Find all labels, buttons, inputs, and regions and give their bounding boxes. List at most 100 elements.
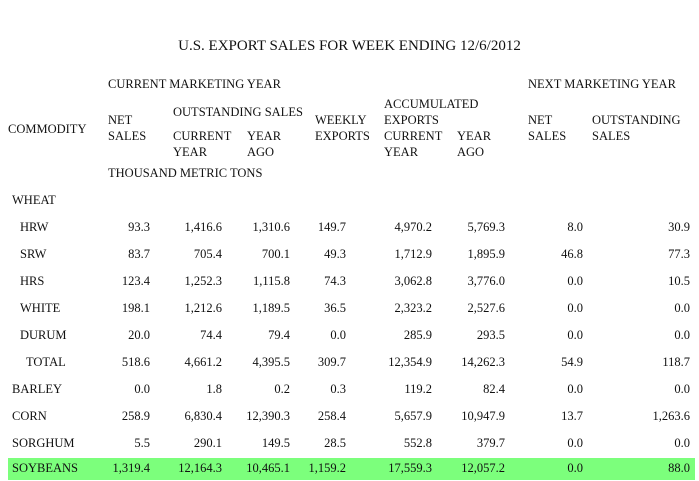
cell-white-5: 2,527.6 xyxy=(467,301,506,315)
cell-durum-5: 293.5 xyxy=(476,328,505,342)
cell-white-7: 0.0 xyxy=(674,301,690,315)
cell-barley-2: 0.2 xyxy=(274,382,290,396)
cell-hrw-7: 30.9 xyxy=(668,220,690,234)
next-outstanding-sales-header-line2: SALES xyxy=(592,129,631,143)
row-label-corn: CORN xyxy=(12,409,47,423)
cell-durum-2: 79.4 xyxy=(268,328,290,342)
cell-white-0: 198.1 xyxy=(121,301,150,315)
cell-srw-5: 1,895.9 xyxy=(467,247,506,261)
cell-soybeans-0: 1,319.4 xyxy=(112,461,151,475)
outstanding-sales-header: OUTSTANDING SALES xyxy=(173,105,303,119)
next-outstanding-sales-header-line1: OUTSTANDING xyxy=(592,113,681,127)
cell-corn-4: 5,657.9 xyxy=(394,409,433,423)
cell-total-1: 4,661.2 xyxy=(184,355,223,369)
cell-srw-3: 49.3 xyxy=(324,247,346,261)
cell-sorghum-1: 290.1 xyxy=(193,436,222,450)
cell-corn-3: 258.4 xyxy=(317,409,346,423)
cell-barley-7: 0.0 xyxy=(674,382,690,396)
outstanding-current-year-line2: YEAR xyxy=(173,145,208,159)
next-marketing-year-header: NEXT MARKETING YEAR xyxy=(528,77,676,91)
cell-soybeans-7: 88.0 xyxy=(668,461,690,475)
section-wheat: WHEAT xyxy=(12,193,56,207)
cell-corn-1: 6,830.4 xyxy=(184,409,223,423)
cell-barley-4: 119.2 xyxy=(404,382,432,396)
cell-total-5: 14,262.3 xyxy=(461,355,505,369)
cell-durum-7: 0.0 xyxy=(674,328,690,342)
cell-soybeans-4: 17,559.3 xyxy=(388,461,432,475)
row-label-barley: BARLEY xyxy=(12,382,62,396)
accumulated-exports-header-line2: EXPORTS xyxy=(384,113,439,127)
cell-hrw-6: 8.0 xyxy=(567,220,583,234)
cell-white-3: 36.5 xyxy=(324,301,346,315)
cell-barley-0: 0.0 xyxy=(134,382,150,396)
cell-sorghum-0: 5.5 xyxy=(134,436,150,450)
cell-sorghum-6: 0.0 xyxy=(567,436,583,450)
cell-srw-4: 1,712.9 xyxy=(394,247,433,261)
cell-total-0: 518.6 xyxy=(121,355,150,369)
accumulated-current-year-line1: CURRENT xyxy=(384,129,443,143)
cell-corn-7: 1,263.6 xyxy=(652,409,691,423)
commodity-header: COMMODITY xyxy=(8,122,87,136)
units-label: THOUSAND METRIC TONS xyxy=(108,166,263,180)
cell-durum-1: 74.4 xyxy=(200,328,222,342)
row-label-srw: SRW xyxy=(20,247,47,261)
outstanding-current-year-line1: CURRENT xyxy=(173,129,232,143)
cell-srw-0: 83.7 xyxy=(128,247,150,261)
cell-corn-0: 258.9 xyxy=(121,409,150,423)
cell-hrs-5: 3,776.0 xyxy=(467,274,506,288)
cell-hrw-3: 149.7 xyxy=(317,220,346,234)
cell-barley-3: 0.3 xyxy=(330,382,346,396)
cell-total-3: 309.7 xyxy=(317,355,346,369)
accumulated-exports-header-line1: ACCUMULATED xyxy=(384,97,479,111)
cell-soybeans-3: 1,159.2 xyxy=(308,461,347,475)
cell-sorghum-7: 0.0 xyxy=(674,436,690,450)
cell-sorghum-2: 149.5 xyxy=(261,436,290,450)
cell-total-2: 4,395.5 xyxy=(252,355,291,369)
cell-total-4: 12,354.9 xyxy=(388,355,432,369)
cell-hrs-3: 74.3 xyxy=(324,274,346,288)
cell-hrs-1: 1,252.3 xyxy=(184,274,223,288)
next-net-sales-header-line2: SALES xyxy=(528,129,567,143)
cell-corn-6: 13.7 xyxy=(561,409,583,423)
weekly-exports-header-line2: EXPORTS xyxy=(315,129,370,143)
cell-srw-7: 77.3 xyxy=(668,247,690,261)
accumulated-year-ago-line2: AGO xyxy=(457,145,485,159)
cell-srw-6: 46.8 xyxy=(561,247,583,261)
cell-soybeans-2: 10,465.1 xyxy=(246,461,290,475)
cell-white-4: 2,323.2 xyxy=(394,301,433,315)
cell-hrw-1: 1,416.6 xyxy=(184,220,223,234)
cell-durum-3: 0.0 xyxy=(330,328,346,342)
cell-corn-2: 12,390.3 xyxy=(246,409,290,423)
row-label-durum: DURUM xyxy=(20,328,67,342)
cell-white-1: 1,212.6 xyxy=(184,301,223,315)
cell-hrw-2: 1,310.6 xyxy=(252,220,291,234)
row-label-hrs: HRS xyxy=(20,274,45,288)
cell-durum-0: 20.0 xyxy=(128,328,150,342)
cell-hrs-7: 10.5 xyxy=(668,274,690,288)
cell-soybeans-6: 0.0 xyxy=(567,461,583,475)
cell-hrw-5: 5,769.3 xyxy=(467,220,506,234)
row-label-hrw: HRW xyxy=(20,220,49,234)
cell-sorghum-3: 28.5 xyxy=(324,436,346,450)
net-sales-header-line2: SALES xyxy=(108,129,147,143)
weekly-exports-header-line1: WEEKLY xyxy=(315,113,367,127)
cell-hrs-6: 0.0 xyxy=(567,274,583,288)
page-title: U.S. EXPORT SALES FOR WEEK ENDING 12/6/2… xyxy=(178,38,521,54)
next-net-sales-header-line1: NET xyxy=(528,113,553,127)
cell-durum-4: 285.9 xyxy=(403,328,432,342)
cell-hrw-4: 4,970.2 xyxy=(394,220,433,234)
accumulated-current-year-line2: YEAR xyxy=(384,145,419,159)
cell-barley-6: 0.0 xyxy=(567,382,583,396)
cell-sorghum-4: 552.8 xyxy=(403,436,432,450)
outstanding-year-ago-line1: YEAR xyxy=(247,129,282,143)
cell-srw-2: 700.1 xyxy=(261,247,290,261)
cell-total-7: 118.7 xyxy=(662,355,690,369)
accumulated-year-ago-line1: YEAR xyxy=(457,129,492,143)
cell-hrs-4: 3,062.8 xyxy=(394,274,433,288)
cell-hrw-0: 93.3 xyxy=(128,220,150,234)
outstanding-year-ago-line2: AGO xyxy=(247,145,275,159)
row-label-white: WHITE xyxy=(20,301,61,315)
cell-white-2: 1,189.5 xyxy=(252,301,291,315)
cell-soybeans-1: 12,164.3 xyxy=(178,461,222,475)
row-label-sorghum: SORGHUM xyxy=(12,436,75,450)
